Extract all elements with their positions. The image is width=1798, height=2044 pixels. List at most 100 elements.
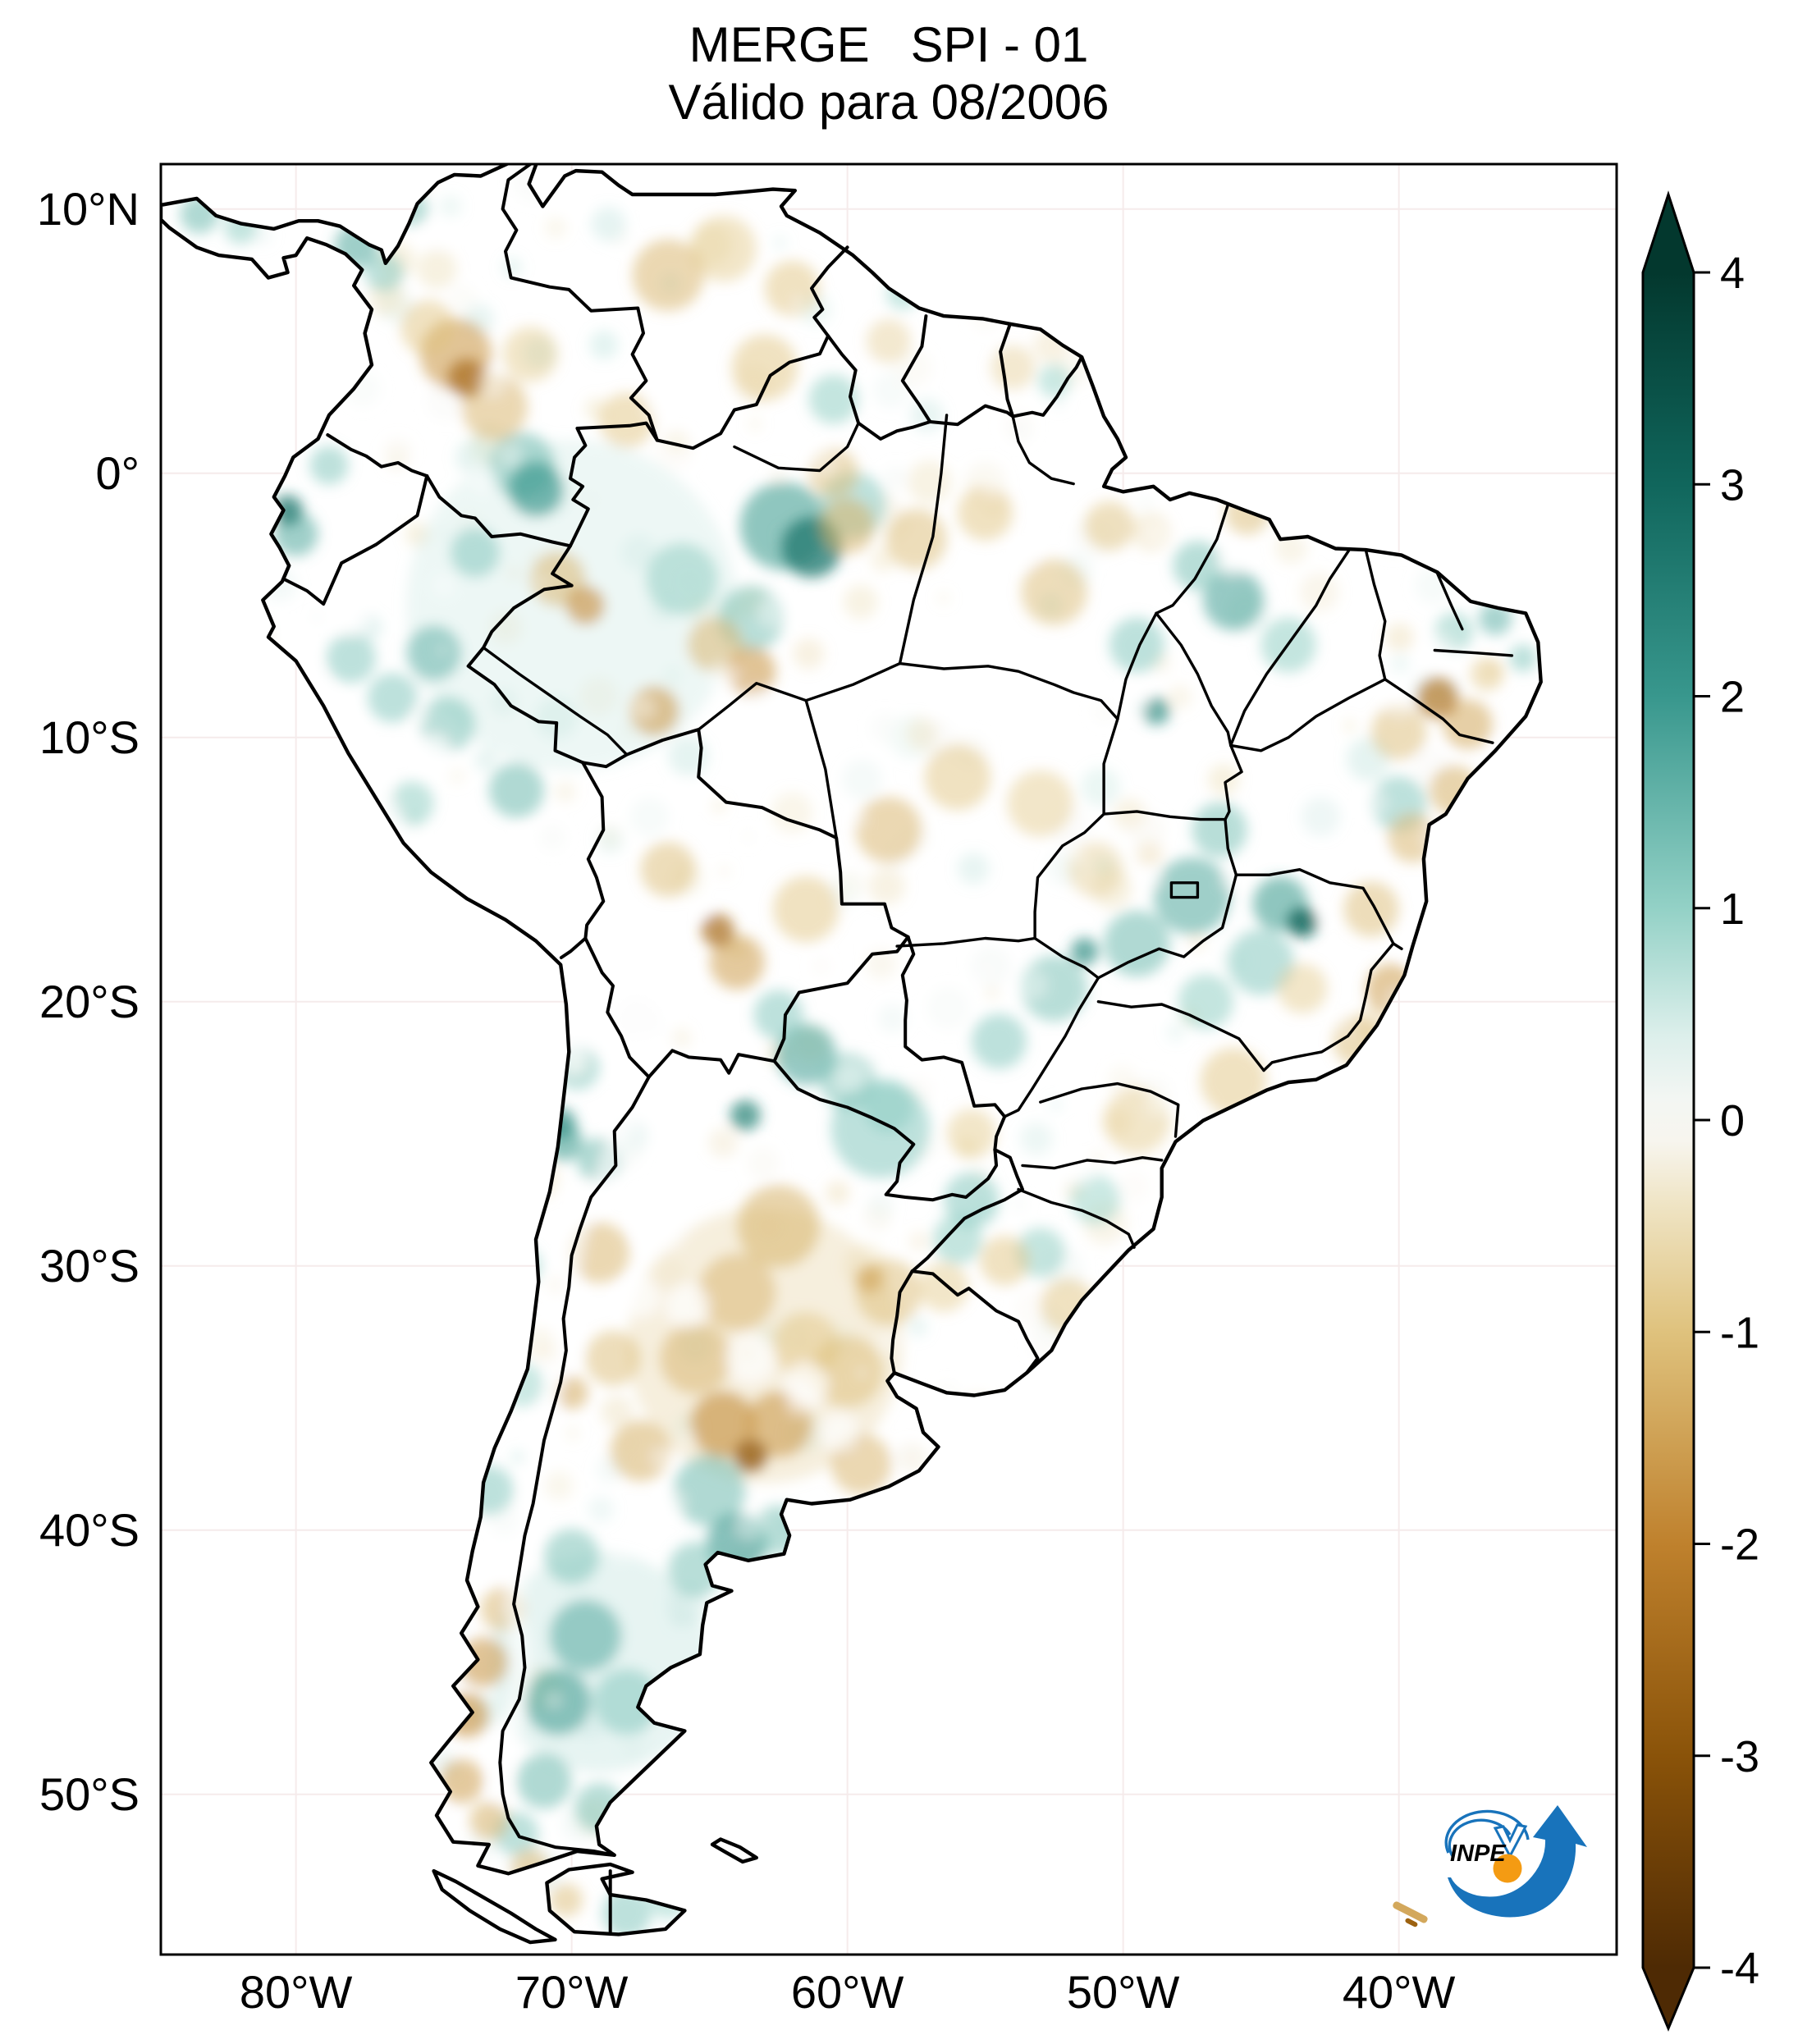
noise-speckle [1167, 684, 1192, 710]
noise-speckle [905, 717, 939, 751]
state-border [1224, 743, 1243, 821]
white-texture-speckle [1119, 686, 1150, 716]
white-texture-speckle [981, 479, 1001, 499]
country-border [890, 1269, 914, 1375]
spi-anomaly-blob [632, 239, 704, 311]
country-border [501, 164, 659, 442]
noise-speckle [653, 428, 696, 471]
state-border [1384, 678, 1494, 744]
axes-frame [159, 162, 1618, 1956]
colorbar-tick-label: -2 [1720, 1520, 1759, 1570]
noise-speckle [708, 1127, 739, 1159]
white-texture-speckle [857, 1368, 867, 1379]
spi-anomaly-blob [1104, 910, 1170, 977]
state-border [1021, 1156, 1164, 1170]
no-data-spot [652, 1100, 696, 1145]
country-border [900, 314, 932, 423]
spi-anomaly-blob [309, 446, 349, 485]
spi-anomaly-blob [405, 625, 462, 681]
spi-anomaly-blob [1178, 974, 1233, 1030]
country-border [772, 1059, 999, 1202]
spi-anomaly-blob [980, 1236, 1030, 1286]
country-border [900, 935, 1007, 1152]
white-texture-speckle [498, 444, 522, 468]
spi-anomaly-blob [690, 1391, 757, 1458]
country-border [928, 404, 1015, 427]
white-texture-speckle [1098, 693, 1114, 711]
white-texture-speckle [1144, 522, 1169, 546]
state-border [1364, 548, 1387, 681]
white-texture-speckle [1316, 911, 1327, 921]
noise-speckle [671, 1028, 692, 1049]
noise-speckle [1010, 1195, 1028, 1213]
noise-speckle [600, 1395, 634, 1429]
state-border [1346, 942, 1395, 1038]
spi-anomaly-blob [1109, 617, 1164, 673]
coastline [161, 164, 1543, 1876]
white-texture-speckle [630, 695, 656, 720]
noise-speckle [544, 217, 567, 239]
white-texture-speckle [853, 812, 867, 826]
noise-speckle [837, 871, 865, 899]
spi-anomaly-blob [701, 913, 734, 948]
white-texture-speckle [835, 1062, 868, 1095]
spi-anomaly-blob [730, 1100, 761, 1131]
state-border [1169, 881, 1200, 899]
noise-speckle [882, 465, 908, 490]
spi-anomaly-blob [400, 300, 456, 356]
noise-speckle [811, 956, 831, 977]
spi-anomaly-blob [698, 1253, 776, 1331]
noise-speckle [501, 257, 523, 277]
state-border [804, 699, 838, 839]
spi-anomaly-blob [1070, 937, 1099, 966]
noise-speckle [793, 638, 825, 670]
white-texture-speckle [811, 449, 836, 474]
spi-anomaly-blob [885, 509, 947, 570]
spi-anomaly-blob [855, 1265, 884, 1293]
spi-anomaly-blob [502, 327, 558, 382]
noise-speckle [843, 584, 878, 620]
spi-anomaly-blob [737, 1185, 820, 1268]
noise-speckle [877, 1004, 908, 1034]
noise-speckle [1137, 494, 1154, 510]
white-texture-speckle [400, 286, 413, 298]
country-border [655, 334, 830, 450]
noise-speckle [842, 759, 883, 800]
chart-title: MERGE SPI - 01 [689, 17, 1089, 72]
no-data-spot [621, 1278, 661, 1317]
spi-anomaly-blob [958, 485, 1013, 541]
country-border [498, 1075, 651, 1857]
no-data-spot [634, 1201, 685, 1251]
spi-anomaly-blob [919, 1262, 969, 1312]
spi-anomaly-blob [368, 673, 418, 723]
white-texture-speckle [1365, 844, 1384, 862]
spi-anomaly-blob [1228, 929, 1294, 995]
spi-anomaly-blob [725, 647, 776, 697]
noise-speckle [591, 206, 626, 242]
spi-anomaly-blob [602, 1888, 652, 1938]
white-texture-speckle [753, 717, 776, 740]
logo-orange-dot-icon [1493, 1854, 1522, 1883]
x-axis-tick-label: 50°W [1066, 1966, 1180, 2018]
spi-anomaly-blob [549, 1883, 583, 1917]
spi-anomaly-blob [1471, 657, 1504, 691]
noise-speckle [588, 330, 619, 360]
noise-speckle [1049, 1097, 1064, 1112]
white-texture-speckle [1387, 693, 1411, 718]
logo-inpe-text: INPE [1450, 1841, 1507, 1867]
spi-anomaly-blob [775, 1024, 837, 1086]
white-texture-speckle [432, 574, 455, 597]
coastline [545, 1862, 687, 1937]
state-border [1229, 548, 1351, 748]
white-texture-speckle [560, 194, 579, 212]
spi-anomaly-blob [991, 345, 1036, 390]
x-axis-tick-label: 80°W [239, 1966, 353, 2018]
white-texture-speckle [469, 464, 500, 494]
spi-anomaly-blob [1173, 541, 1223, 591]
noise-speckle [311, 611, 323, 624]
noise-speckle [957, 852, 990, 885]
spi-anomaly-blob [932, 1214, 983, 1264]
colorbar: 4 3 2 1 0 -1 -2 -3 -4 [1641, 190, 1759, 2032]
